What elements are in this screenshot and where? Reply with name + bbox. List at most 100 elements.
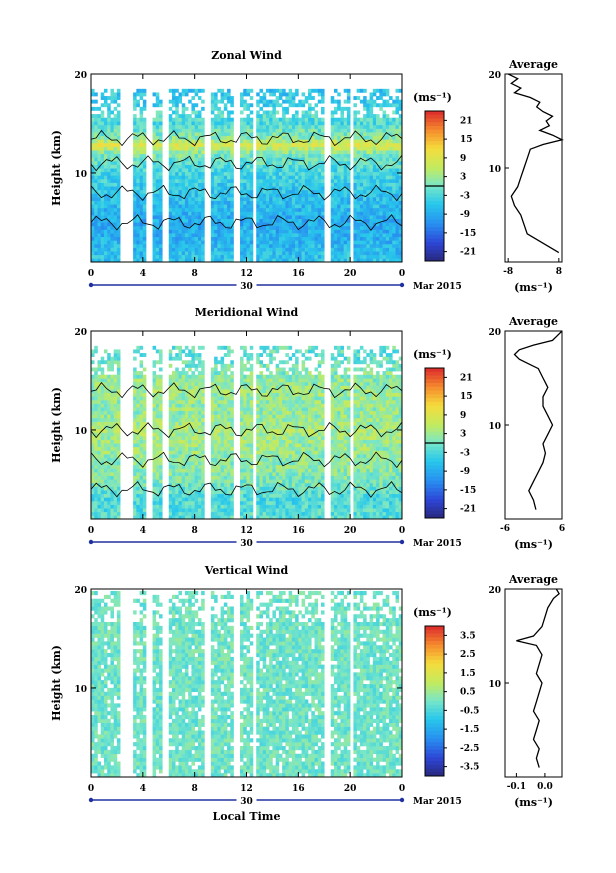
heatmap-cell xyxy=(107,179,111,183)
heatmap-cell xyxy=(230,186,234,191)
heatmap-cell xyxy=(262,243,267,248)
heatmap-cell xyxy=(97,121,102,126)
heatmap-cell xyxy=(168,392,173,397)
heatmap-cell xyxy=(142,103,147,108)
heatmap-cell xyxy=(136,247,140,252)
heatmap-cell xyxy=(359,189,364,194)
heatmap-cell xyxy=(168,211,173,216)
heatmap-cell xyxy=(100,360,105,365)
heatmap-cell xyxy=(133,515,137,520)
heatmap-cell xyxy=(201,360,205,365)
colorbar-swatch xyxy=(425,114,444,119)
heatmap-cell xyxy=(337,117,341,122)
heatmap-cell xyxy=(110,367,114,372)
heatmap-cell xyxy=(363,106,367,111)
heatmap-cell xyxy=(314,153,319,158)
heatmap-cell xyxy=(223,222,228,227)
heatmap-cell xyxy=(116,128,121,133)
heatmap-cell xyxy=(340,124,344,129)
heatmap-cell xyxy=(175,153,179,158)
heatmap-cell xyxy=(188,403,192,408)
heatmap-cell xyxy=(353,200,357,205)
heatmap-cell xyxy=(249,139,254,144)
heatmap-cell xyxy=(389,121,393,126)
heatmap-cell xyxy=(191,106,195,111)
heatmap-cell xyxy=(265,247,270,252)
heatmap-cell xyxy=(113,407,118,412)
heatmap-cell xyxy=(139,371,144,375)
heatmap-cell xyxy=(91,511,95,516)
heatmap-cell xyxy=(321,88,325,93)
heatmap-cell xyxy=(155,396,160,401)
heatmap-cell xyxy=(272,114,276,118)
heatmap-cell xyxy=(107,117,111,122)
heatmap-cell xyxy=(194,233,199,238)
heatmap-cell xyxy=(359,121,364,126)
heatmap-cell xyxy=(188,211,192,216)
heatmap-cell xyxy=(269,189,273,194)
heatmap-cell xyxy=(110,356,114,361)
heatmap-cell xyxy=(168,189,173,194)
heatmap-cell xyxy=(343,106,348,111)
heatmap-cell xyxy=(139,378,144,383)
heatmap-cell xyxy=(392,175,396,180)
heatmap-cell xyxy=(353,189,357,194)
heatmap-cell xyxy=(103,389,108,394)
heatmap-cell xyxy=(171,479,176,484)
heatmap-cell xyxy=(171,146,176,151)
heatmap-cell xyxy=(155,160,160,165)
heatmap-cell xyxy=(265,175,270,180)
heatmap-cell xyxy=(159,225,163,230)
heatmap-cell xyxy=(256,197,260,201)
heatmap-cell xyxy=(308,193,312,198)
heatmap-cell xyxy=(97,207,102,212)
heatmap-cell xyxy=(113,457,118,462)
heatmap-cell xyxy=(353,258,357,263)
average-frame xyxy=(504,73,563,263)
heatmap-cell xyxy=(298,204,302,209)
heatmap-cell xyxy=(139,461,144,466)
heatmap-cell xyxy=(152,464,157,469)
heatmap-cell xyxy=(184,439,189,444)
heatmap-cell xyxy=(152,121,157,126)
heatmap-cell xyxy=(181,403,186,408)
heatmap-cell xyxy=(97,251,102,256)
heatmap-cell xyxy=(278,197,283,201)
heatmap-cell xyxy=(188,464,192,469)
heatmap-cell xyxy=(113,164,118,169)
heatmap-cell xyxy=(136,211,140,216)
heatmap-cell xyxy=(210,96,215,100)
heatmap-cell xyxy=(275,99,280,104)
heatmap-cell xyxy=(168,150,173,155)
heatmap-cell xyxy=(103,432,108,437)
heatmap-cell xyxy=(107,407,111,412)
heatmap-cell xyxy=(291,96,296,100)
heatmap-cell xyxy=(159,157,163,162)
heatmap-cell xyxy=(113,508,118,513)
heatmap-cell xyxy=(282,135,286,140)
heatmap-cell xyxy=(301,193,306,198)
heatmap-cell xyxy=(178,243,183,248)
heatmap-cell xyxy=(159,508,163,513)
heatmap-cell xyxy=(285,251,289,256)
heatmap-cell xyxy=(363,117,367,122)
heatmap-cell xyxy=(240,103,244,108)
heatmap-cell xyxy=(246,157,251,162)
heatmap-cell xyxy=(321,171,325,176)
heatmap-cell xyxy=(97,414,102,419)
heatmap-cell xyxy=(133,139,137,144)
heatmap-cell xyxy=(243,258,247,263)
heatmap-cell xyxy=(256,225,260,230)
heatmap-cell xyxy=(282,175,286,180)
heatmap-cell xyxy=(110,508,114,513)
heatmap-cell xyxy=(376,211,380,216)
heatmap-cell xyxy=(100,497,105,502)
heatmap-cell xyxy=(379,211,383,216)
heatmap-cell xyxy=(217,88,221,93)
heatmap-cell xyxy=(91,446,95,451)
heatmap-cell xyxy=(188,142,192,147)
heatmap-cell xyxy=(372,247,377,252)
heatmap-cell xyxy=(298,200,302,205)
heatmap-cell xyxy=(133,504,137,509)
heatmap-cell xyxy=(142,464,147,469)
